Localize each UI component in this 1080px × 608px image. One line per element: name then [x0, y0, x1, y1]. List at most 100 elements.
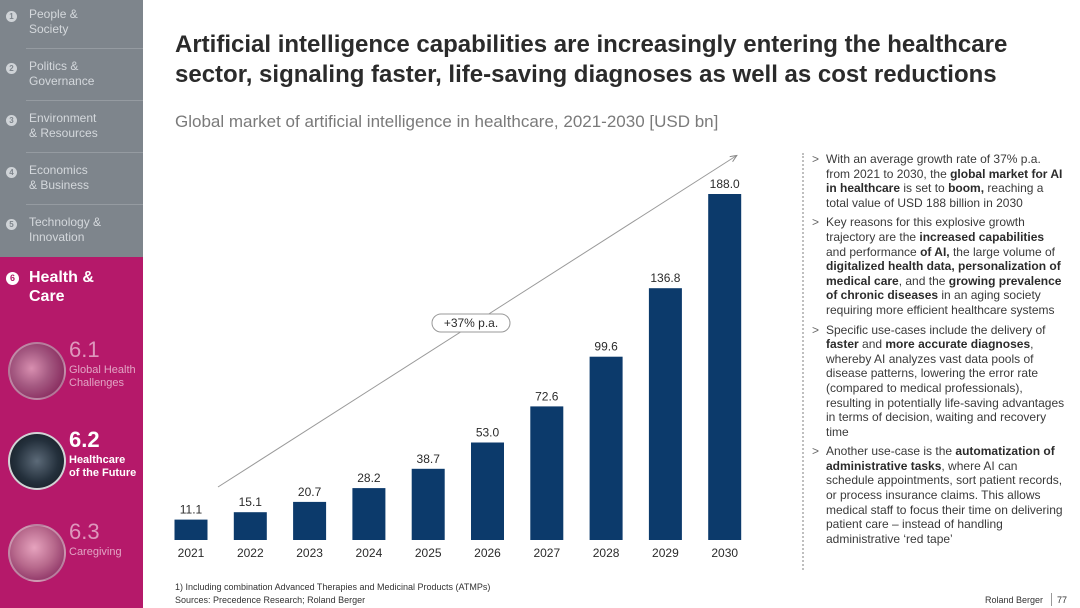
bullet-point: > Another use-case is the automatization …	[812, 444, 1067, 546]
value-label-2030: 188.0	[710, 177, 740, 191]
subchapter-label: Caregiving	[69, 546, 122, 558]
sidebar-item-label: People & Society	[29, 7, 78, 36]
chapter-number-badge: 1	[6, 11, 17, 22]
bullet-marker: >	[812, 215, 820, 230]
bullet-emphasis: boom,	[948, 181, 985, 196]
chapter-number-badge: 4	[6, 167, 17, 178]
value-label-2026: 53.0	[476, 426, 500, 440]
bullet-emphasis: of AI,	[920, 244, 950, 259]
subchapter-label: Healthcare of the Future	[69, 454, 137, 479]
bullet-emphasis: global market for AI in healthcare	[826, 166, 1063, 196]
value-label-2022: 15.1	[239, 495, 263, 509]
column-divider	[802, 153, 804, 570]
key-findings: > With an average growth rate of 37% p.a.…	[812, 152, 1067, 551]
bullet-marker: >	[812, 152, 820, 166]
sidebar-item-technology-innovation[interactable]: 5 Technology & Innovation	[0, 212, 143, 264]
category-label-2029: 2029	[652, 546, 679, 560]
category-label-2023: 2023	[296, 546, 323, 560]
sidebar: 1 People & Society 2 Politics & Governan…	[0, 0, 143, 608]
subchapter-caregiving[interactable]: 6.3 Caregiving	[0, 520, 143, 600]
bullet-text: Specific use-cases include the delivery …	[826, 322, 1046, 337]
bar-2021	[174, 519, 208, 540]
bar-2030	[708, 194, 742, 540]
bullet-emphasis: increased capabilities	[919, 229, 1045, 244]
subchapter-thumbnail	[8, 342, 66, 400]
sidebar-item-label: Politics & Governance	[29, 59, 95, 88]
bar-2027	[530, 406, 564, 540]
page-title: Artificial intelligence capabilities are…	[175, 31, 1008, 88]
bar-2029	[648, 288, 682, 540]
value-label-2021: 11.1	[180, 503, 203, 517]
bullet-text: , and the	[898, 273, 949, 288]
category-label-2030: 2030	[711, 546, 738, 560]
bar-2024	[352, 488, 386, 540]
sidebar-item-label: Health & Care	[29, 269, 94, 305]
bullet-emphasis: growing prevalence of chronic diseases	[826, 273, 1062, 303]
bar-2023	[293, 501, 327, 540]
bullet-text: With an average growth rate of 37% p.a. …	[826, 152, 1041, 181]
category-label-2026: 2026	[474, 546, 501, 560]
growth-annotation-text: +37% p.a.	[444, 316, 498, 330]
bullet-text: and performance	[826, 244, 921, 259]
sidebar-item-people-society[interactable]: 1 People & Society	[0, 4, 143, 56]
bullet-point: > With an average growth rate of 37% p.a.…	[812, 152, 1067, 210]
sources: Sources: Precedence Research; Roland Ber…	[175, 595, 366, 605]
subchapter-thumbnail	[8, 432, 66, 490]
bullet-point: > Key reasons for this explosive growth t…	[812, 215, 1067, 317]
bullet-marker: >	[812, 322, 820, 337]
sidebar-item-label: Economics & Business	[29, 163, 90, 192]
bullet-text: , whereby AI analyzes vast data pools of…	[826, 337, 1065, 439]
category-label-2021: 2021	[178, 546, 205, 560]
value-label-2023: 20.7	[298, 485, 322, 499]
divider	[26, 204, 143, 205]
bullet-emphasis: faster	[826, 337, 859, 352]
bullet-text: Another use-case is the	[826, 444, 956, 459]
value-label-2024: 28.2	[357, 471, 381, 485]
bullet-text: the large volume of	[949, 244, 1056, 259]
footnote: 1) Including combination Advanced Therap…	[175, 582, 491, 592]
sidebar-item-label: Technology & Innovation	[29, 215, 102, 244]
divider	[1051, 593, 1052, 606]
subchapter-thumbnail	[8, 524, 66, 582]
divider	[26, 152, 143, 153]
value-label-2027: 72.6	[535, 389, 559, 403]
bullet-emphasis: digitalized health data,	[826, 259, 955, 274]
bullet-marker: >	[812, 444, 820, 459]
divider	[26, 48, 143, 49]
brand-name: Roland Berger	[985, 595, 1044, 605]
bullet-emphasis: more accurate diagnoses	[885, 337, 1031, 352]
value-label-2028: 99.6	[594, 340, 618, 354]
bullet-text: and	[858, 337, 886, 352]
bullet-text: is set to	[900, 181, 949, 196]
sidebar-item-politics-governance[interactable]: 2 Politics & Governance	[0, 56, 143, 108]
chapter-number-badge: 3	[6, 115, 17, 126]
category-label-2025: 2025	[415, 546, 442, 560]
bullet-point: > Specific use-cases include the delivery…	[812, 323, 1067, 440]
divider	[26, 100, 143, 101]
chapter-number-badge: 6	[6, 272, 19, 285]
category-label-2028: 2028	[593, 546, 620, 560]
bar-chart: +37% p.a. 11.1 15.1 20.7 28.2 38.7 53.0 72.6 99…	[174, 150, 742, 560]
subchapter-number: 6.1	[69, 337, 100, 362]
subchapter-healthcare-of-the-future[interactable]: 6.2 Healthcare of the Future	[0, 428, 143, 508]
bullet-text: reaching a total value of USD 188 billio…	[826, 181, 1044, 210]
subchapter-number: 6.3	[69, 519, 100, 544]
bullet-text: , where AI can schedule appointments, so…	[826, 458, 1063, 546]
sidebar-item-environment-resources[interactable]: 3 Environment & Resources	[0, 108, 143, 160]
bullet-emphasis: personalization of medical care	[826, 259, 1061, 288]
value-label-2025: 38.7	[417, 452, 441, 466]
sidebar-item-label: Environment & Resources	[29, 111, 98, 140]
chapter-number-badge: 5	[6, 219, 17, 230]
growth-annotation: +37% p.a.	[431, 313, 511, 333]
value-label-2029: 136.8	[650, 271, 680, 285]
sidebar-item-economics-business[interactable]: 4 Economics & Business	[0, 160, 143, 212]
bullet-text: Key reasons for this explosive growth tr…	[826, 215, 1025, 244]
value-labels: 11.1 15.1 20.7 28.2 38.7 53.0 72.6 99.6 136.8 188…	[180, 177, 740, 517]
page-number: 77	[1057, 595, 1068, 605]
subchapter-global-health-challenges[interactable]: 6.1 Global Health Challenges	[0, 338, 143, 418]
bar-2022	[233, 512, 267, 540]
sidebar-item-health-care[interactable]: 6 Health & Care	[0, 266, 143, 316]
subchapter-label: Global Health Challenges	[69, 364, 136, 389]
sidebar-chapters: 1 People & Society 2 Politics & Governan…	[0, 0, 143, 257]
bar-2028	[589, 356, 623, 540]
